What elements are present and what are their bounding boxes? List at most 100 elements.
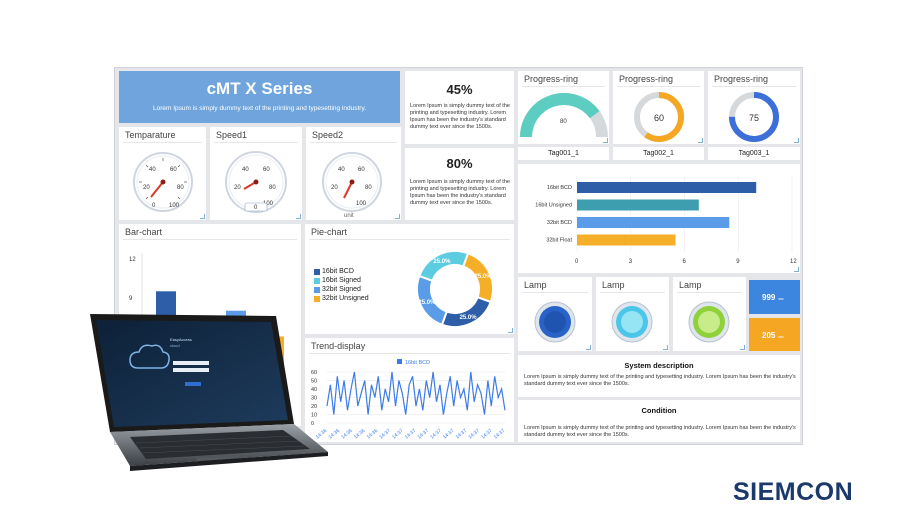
laptop-login-button xyxy=(185,382,201,386)
svg-text:80: 80 xyxy=(269,185,276,191)
hbar-tick-label: 3 xyxy=(629,259,633,265)
gauge-unit: unit xyxy=(344,213,354,219)
laptop-screen-title: EasyAccess xyxy=(170,337,192,342)
trend-legend-label: 16bit BCD xyxy=(405,360,430,366)
bar-y-tick-label: 9 xyxy=(129,296,133,302)
progress-ring-title: Progress-ring xyxy=(524,74,579,84)
gauge-needle xyxy=(150,181,164,198)
lamp-panel-2: Lamp xyxy=(596,277,669,351)
trend-y-tick-label: 50 xyxy=(311,379,317,385)
hbar-bar xyxy=(577,182,757,193)
lamp-title: Lamp xyxy=(602,280,625,290)
hbar-tick-label: 12 xyxy=(790,259,797,265)
hbar-category-label: 32bit BCD xyxy=(547,220,572,226)
gauge-tick-label: 0 xyxy=(152,203,156,209)
trend-x-tick-label: 14:37 xyxy=(429,428,443,441)
header-subtitle: Lorem Ipsum is simply dummy text of the … xyxy=(152,105,367,112)
laptop-keyboard xyxy=(135,435,305,454)
trend-x-tick-label: 14:37 xyxy=(417,428,431,441)
legend-item: 16bit Signed xyxy=(314,276,369,285)
gauge-title: Temparature xyxy=(125,130,176,140)
temperature-gauge: 0 20 40 60 80 100 xyxy=(133,152,193,212)
legend-item: 32bit Unsigned xyxy=(314,294,369,303)
condition-text: Lorem Ipsum is simply dummy text of the … xyxy=(524,425,796,438)
legend-item: 16bit BCD xyxy=(314,267,369,276)
svg-text:100: 100 xyxy=(169,203,180,209)
svg-text:60: 60 xyxy=(170,167,177,173)
brand-logo: SIEMCON xyxy=(733,478,854,506)
lamp-panel-3: Lamp xyxy=(673,277,746,351)
trend-x-tick-label: 14:37 xyxy=(493,428,507,441)
condition-title: Condition xyxy=(641,406,677,415)
numeric-unit: sec xyxy=(778,297,784,301)
trend-y-tick-label: 40 xyxy=(311,387,317,393)
progress-value: 75 xyxy=(749,113,759,123)
bar-y-tick-label: 12 xyxy=(129,257,136,263)
hbar-category-label: 16bit Unsigned xyxy=(535,203,572,209)
lamp-indicator[interactable] xyxy=(673,277,746,351)
system-description-title: System description xyxy=(624,361,694,370)
stat-card-1: 45% Lorem Ipsum is simply dummy text of … xyxy=(405,71,514,144)
lamp-indicator[interactable] xyxy=(596,277,669,351)
trend-y-tick-label: 0 xyxy=(311,421,314,427)
stat-percent: 45% xyxy=(446,82,473,97)
laptop-image: EasyAccess cloud xyxy=(90,314,328,471)
donut-slice xyxy=(418,250,470,283)
laptop-login-field xyxy=(173,361,209,365)
gauge-panel-temperature: Temparature 0 20 40 60 80 100 xyxy=(119,127,206,220)
hbar-bar xyxy=(577,217,730,228)
pie-chart-panel: Pie-chart 16bit BCD 16bit Signed 32bit S… xyxy=(305,224,514,334)
progress-value: 60 xyxy=(654,113,664,123)
svg-text:40: 40 xyxy=(242,167,249,173)
svg-text:60: 60 xyxy=(263,167,270,173)
system-description-text: Lorem Ipsum is simply dummy text of the … xyxy=(524,374,796,387)
trend-x-tick-label: 14:36 xyxy=(366,428,380,441)
svg-text:100: 100 xyxy=(356,201,367,207)
gauge-panel-speed2: Speed2 20 40 60 80 100 unit xyxy=(306,127,401,220)
numeric-unit: sec xyxy=(778,335,784,339)
hbar-tick-label: 6 xyxy=(683,259,687,265)
trend-x-tick-label: 14:36 xyxy=(340,428,354,441)
speed2-gauge: 20 40 60 80 100 unit xyxy=(322,152,382,219)
trend-y-tick-label: 20 xyxy=(311,404,317,410)
tag-label-2: Tag002_1 xyxy=(613,147,704,160)
lamp-panel-1: Lamp xyxy=(518,277,592,351)
trend-x-tick-label: 14:37 xyxy=(455,428,469,441)
donut-slice-label: 25.0% xyxy=(460,315,478,321)
trend-x-tick-label: 14:37 xyxy=(467,428,481,441)
laptop-password-field xyxy=(173,368,209,372)
stat-text: Lorem Ipsum is simply dummy text of the … xyxy=(410,179,510,206)
donut-slice-label: 25.0% xyxy=(433,259,451,265)
progress-ring-panel-3: Progress-ring 75 xyxy=(708,71,800,144)
header-banner: cMT X Series Lorem Ipsum is simply dummy… xyxy=(119,71,400,123)
lamp-indicator[interactable] xyxy=(518,277,592,351)
speed1-gauge: 20 40 60 80 100 0 xyxy=(225,151,287,213)
svg-text:40: 40 xyxy=(338,167,345,173)
trend-x-tick-label: 14:37 xyxy=(480,428,494,441)
svg-text:20: 20 xyxy=(331,185,338,191)
stat-percent: 80% xyxy=(446,156,473,171)
bar-chart-title: Bar-chart xyxy=(125,227,163,237)
trend-display-panel: Trend-display 16bit BCD 60 50 40 30 20 10 0 14:3… xyxy=(305,338,514,442)
pie-chart-title: Pie-chart xyxy=(311,227,348,237)
numeric-value: 999 xyxy=(762,293,776,302)
stat-card-2: 80% Lorem Ipsum is simply dummy text of … xyxy=(405,148,514,220)
gauge-panel-speed1: Speed1 20 40 60 80 100 0 xyxy=(210,127,302,220)
trend-x-tick-label: 14:37 xyxy=(391,428,405,441)
lamp-title: Lamp xyxy=(679,280,702,290)
page-title: cMT X Series xyxy=(206,79,313,98)
svg-text:100: 100 xyxy=(263,201,274,207)
trend-line xyxy=(326,371,506,415)
progress-ring-panel-1: Progress-ring 80 xyxy=(518,71,609,144)
svg-text:40: 40 xyxy=(149,167,156,173)
hbar-tick-label: 9 xyxy=(736,259,740,265)
svg-text:60: 60 xyxy=(358,167,365,173)
tag-label-1: Tag001_1 xyxy=(518,147,609,160)
horizontal-bar-chart-panel: 0 3 6 9 12 16bit BCD 16bit Unsigned 32bit BCD 32… xyxy=(518,164,800,273)
trend-legend-swatch xyxy=(397,359,402,364)
hbar-tick-label: 0 xyxy=(575,259,579,265)
cloud-icon xyxy=(129,344,170,369)
pie-legend: 16bit BCD 16bit Signed 32bit Signed 32bi… xyxy=(314,267,369,303)
progress-ring-panel-2: Progress-ring 60 xyxy=(613,71,704,144)
numeric-value: 205 xyxy=(762,331,776,340)
